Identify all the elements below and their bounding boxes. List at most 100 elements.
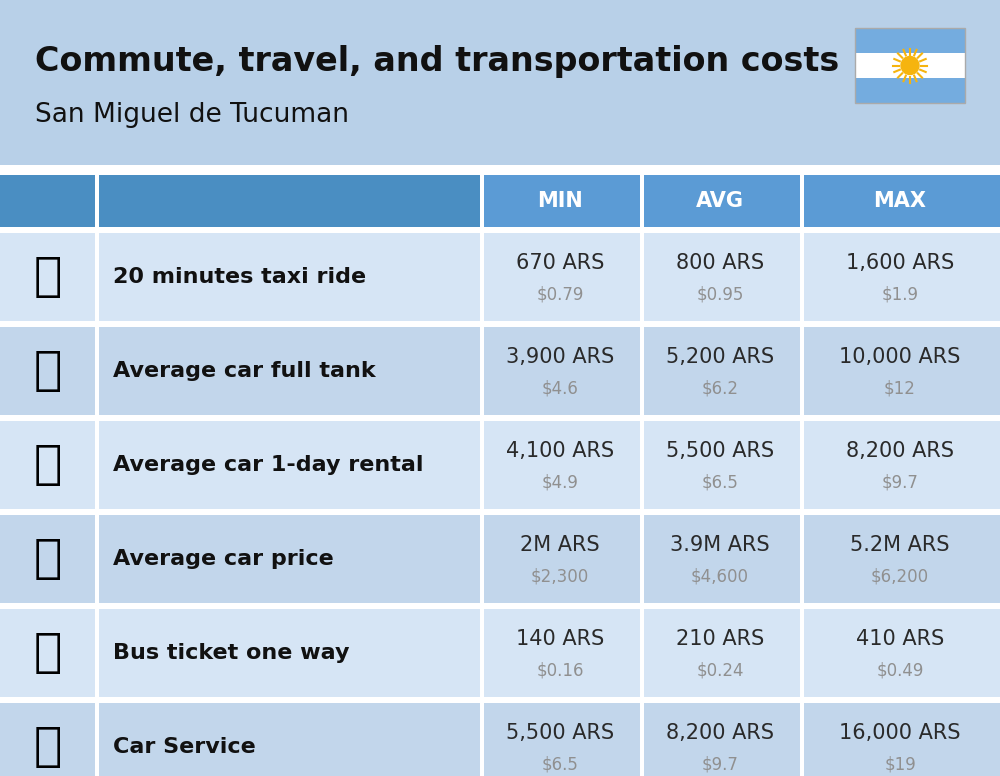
Bar [855,28,965,103]
Bar [0,509,1000,515]
Bar [480,703,484,776]
Bar [0,603,1000,609]
Bar [0,165,1000,175]
Bar [480,609,484,697]
Bar [0,609,1000,697]
Bar [800,703,804,776]
Text: $6.2: $6.2 [702,380,738,398]
Text: $9.7: $9.7 [882,474,918,492]
Text: 3,900 ARS: 3,900 ARS [506,347,614,367]
Text: Average car full tank: Average car full tank [113,361,376,381]
Text: 8,200 ARS: 8,200 ARS [666,723,774,743]
Text: $19: $19 [884,756,916,774]
Bar [0,175,1000,227]
Text: 670 ARS: 670 ARS [516,253,604,273]
Text: 16,000 ARS: 16,000 ARS [839,723,961,743]
Text: $6,200: $6,200 [871,568,929,586]
Bar [855,78,965,103]
Bar [0,227,1000,233]
Text: 410 ARS: 410 ARS [856,629,944,649]
Bar [0,415,1000,421]
Text: 4,100 ARS: 4,100 ARS [506,441,614,461]
Bar [640,421,644,509]
Text: $9.7: $9.7 [702,756,738,774]
Text: 🚕: 🚕 [33,255,62,300]
Bar [855,28,965,53]
Bar [95,233,99,321]
Bar [95,703,99,776]
Text: 5,500 ARS: 5,500 ARS [666,441,774,461]
Bar [95,609,99,697]
Circle shape [901,57,919,74]
Bar [0,697,1000,703]
Text: 1,600 ARS: 1,600 ARS [846,253,954,273]
Text: $0.49: $0.49 [876,662,924,680]
Text: $1.9: $1.9 [882,286,918,304]
Bar [800,515,804,603]
Bar [95,515,99,603]
Bar [0,175,480,227]
Text: $0.79: $0.79 [536,286,584,304]
Text: $12: $12 [884,380,916,398]
Text: $6.5: $6.5 [702,474,738,492]
Text: 3.9M ARS: 3.9M ARS [670,535,770,555]
Bar [95,175,99,227]
Text: AVG: AVG [696,191,744,211]
Bar [640,175,644,227]
Bar [855,53,965,78]
Bar [480,515,484,603]
Bar [640,515,644,603]
Text: San Miguel de Tucuman: San Miguel de Tucuman [35,102,349,128]
Bar [640,609,644,697]
Text: 800 ARS: 800 ARS [676,253,764,273]
Bar [480,421,484,509]
Bar [480,233,484,321]
Text: Average car 1-day rental: Average car 1-day rental [113,455,424,475]
Text: 8,200 ARS: 8,200 ARS [846,441,954,461]
Text: Bus ticket one way: Bus ticket one way [113,643,350,663]
Bar [0,321,1000,327]
Text: 20 minutes taxi ride: 20 minutes taxi ride [113,267,366,287]
Text: 🚌: 🚌 [33,630,62,675]
Bar [640,327,644,415]
Text: 10,000 ARS: 10,000 ARS [839,347,961,367]
Text: MAX: MAX [874,191,926,211]
Bar [0,421,1000,509]
Bar [95,327,99,415]
Bar [0,327,1000,415]
Text: ⛽: ⛽ [33,348,62,393]
Bar [640,233,644,321]
Text: 210 ARS: 210 ARS [676,629,764,649]
Text: Average car price: Average car price [113,549,334,569]
Bar [0,0,1000,165]
Bar [800,609,804,697]
Text: $4.9: $4.9 [542,474,578,492]
Bar [0,515,1000,603]
Text: $4,600: $4,600 [691,568,749,586]
Text: Commute, travel, and transportation costs: Commute, travel, and transportation cost… [35,46,839,78]
Bar [800,175,804,227]
Text: 5,500 ARS: 5,500 ARS [506,723,614,743]
Text: 5,200 ARS: 5,200 ARS [666,347,774,367]
Text: MIN: MIN [537,191,583,211]
Bar [0,703,1000,776]
Text: $0.24: $0.24 [696,662,744,680]
Bar [640,703,644,776]
Text: 2M ARS: 2M ARS [520,535,600,555]
Bar [0,233,1000,321]
Bar [95,421,99,509]
Bar [480,175,484,227]
Text: $2,300: $2,300 [531,568,589,586]
Text: $6.5: $6.5 [542,756,578,774]
Bar [800,327,804,415]
Text: $0.95: $0.95 [696,286,744,304]
Bar [800,233,804,321]
Bar [480,327,484,415]
Text: Car Service: Car Service [113,737,256,757]
Text: 140 ARS: 140 ARS [516,629,604,649]
Text: $0.16: $0.16 [536,662,584,680]
Text: 🚗: 🚗 [33,536,62,581]
Text: $4.6: $4.6 [542,380,578,398]
Text: 5.2M ARS: 5.2M ARS [850,535,950,555]
Bar [800,421,804,509]
